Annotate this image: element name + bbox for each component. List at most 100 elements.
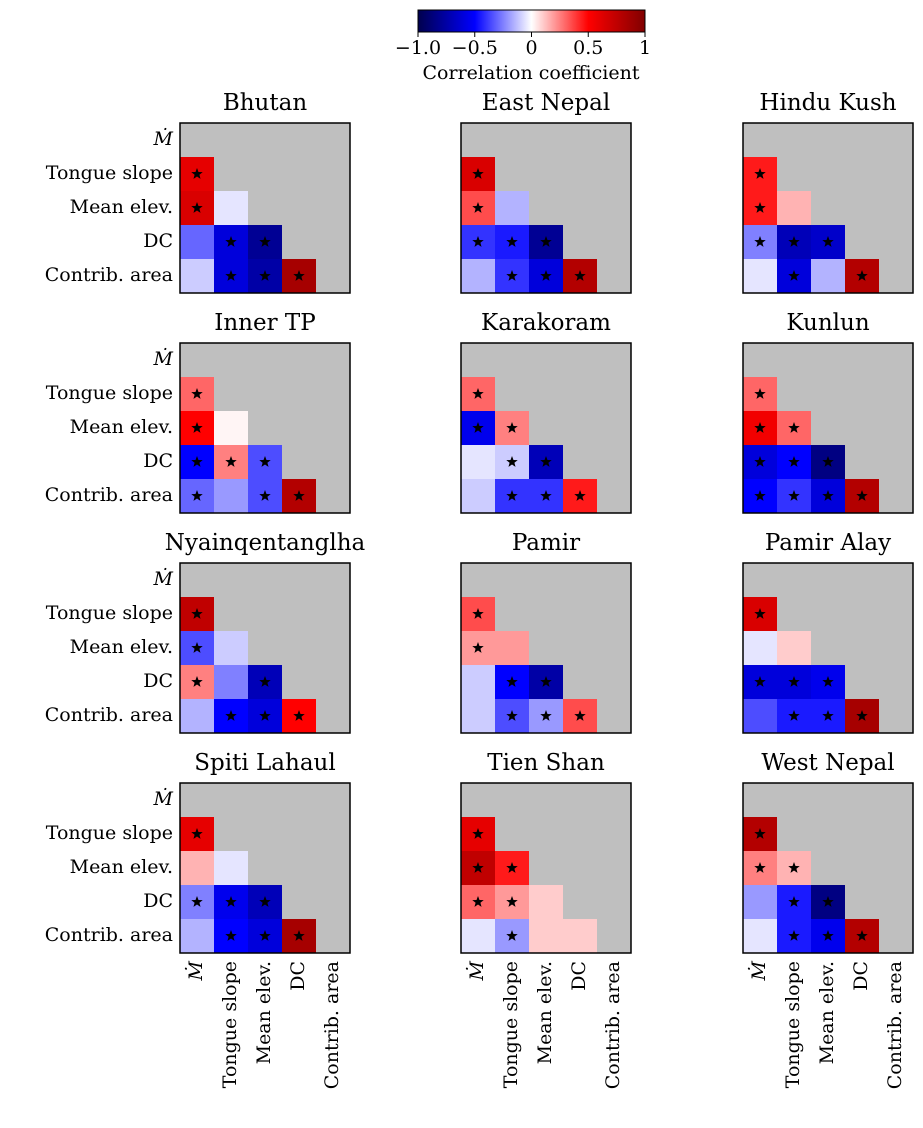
- column-label: Mean elev.: [253, 961, 275, 1064]
- column-label: Contrib. area: [884, 961, 906, 1089]
- significance-star: [191, 388, 203, 399]
- significance-star: [472, 608, 484, 619]
- panel-title: Bhutan: [223, 90, 307, 116]
- significance-star: [754, 202, 766, 213]
- significance-star: [259, 270, 271, 281]
- panel-frame: [742, 342, 914, 514]
- significance-star: [259, 490, 271, 501]
- significance-star: [259, 236, 271, 247]
- significance-star: [506, 490, 518, 501]
- panel-frame: [460, 342, 632, 514]
- significance-star: [788, 422, 800, 433]
- row-label: Tongue slope: [46, 382, 173, 404]
- significance-star: [540, 270, 552, 281]
- significance-star: [293, 490, 305, 501]
- panel-frame: [179, 782, 351, 954]
- significance-star: [225, 896, 237, 907]
- significance-star: [788, 490, 800, 501]
- row-label: DC: [143, 450, 173, 472]
- heatmap-cell: [743, 259, 777, 293]
- heatmap-cell: [461, 699, 495, 733]
- panel-frame: [742, 122, 914, 294]
- significance-star: [822, 676, 834, 687]
- significance-star: [856, 490, 868, 501]
- heatmap-cell: [563, 919, 597, 953]
- row-label: Mean elev.: [70, 856, 173, 878]
- colorbar: [417, 9, 646, 33]
- panel-frame: [742, 562, 914, 734]
- significance-star: [754, 608, 766, 619]
- heatmap-cell: [529, 919, 563, 953]
- panel-frame: [460, 122, 632, 294]
- heatmap-cell: [529, 885, 563, 919]
- panel-frame: [179, 342, 351, 514]
- row-label: Tongue slope: [46, 822, 173, 844]
- column-label: DC: [850, 961, 872, 991]
- panel-title: Inner TP: [214, 310, 315, 336]
- significance-star: [506, 456, 518, 467]
- significance-star: [191, 642, 203, 653]
- significance-star: [472, 422, 484, 433]
- significance-star: [472, 642, 484, 653]
- significance-star: [822, 896, 834, 907]
- colorbar-tick-label: −0.5: [452, 37, 498, 59]
- significance-star: [191, 456, 203, 467]
- significance-star: [191, 422, 203, 433]
- panel-title: Kunlun: [786, 310, 869, 336]
- row-label: DC: [143, 890, 173, 912]
- significance-star: [472, 168, 484, 179]
- column-label: DC: [568, 961, 590, 991]
- significance-star: [225, 930, 237, 941]
- significance-star: [506, 236, 518, 247]
- heatmap-cell: [743, 699, 777, 733]
- significance-star: [788, 676, 800, 687]
- heatmap-cell: [461, 479, 495, 513]
- significance-star: [259, 896, 271, 907]
- significance-star: [788, 270, 800, 281]
- significance-star: [788, 862, 800, 873]
- significance-star: [191, 896, 203, 907]
- significance-star: [754, 422, 766, 433]
- row-label: Mean elev.: [70, 636, 173, 658]
- panel-frame: [460, 782, 632, 954]
- significance-star: [822, 490, 834, 501]
- panel-title: Pamir: [512, 530, 580, 556]
- significance-star: [191, 490, 203, 501]
- significance-star: [259, 676, 271, 687]
- panel-title: West Nepal: [761, 750, 894, 776]
- significance-star: [191, 608, 203, 619]
- significance-star: [293, 930, 305, 941]
- significance-star: [540, 490, 552, 501]
- heatmap-cell: [180, 851, 214, 885]
- significance-star: [788, 456, 800, 467]
- significance-star: [225, 456, 237, 467]
- colorbar-label: Correlation coefficient: [423, 62, 640, 84]
- significance-star: [754, 388, 766, 399]
- panel-frame: [179, 122, 351, 294]
- significance-star: [506, 422, 518, 433]
- panel-frame: [460, 562, 632, 734]
- colorbar-tick-label: 1: [639, 37, 651, 59]
- heatmap-cell: [180, 919, 214, 953]
- significance-star: [506, 710, 518, 721]
- column-label: Tongue slope: [219, 961, 241, 1088]
- significance-star: [259, 930, 271, 941]
- heatmap-cell: [214, 665, 248, 699]
- panel-frame: [179, 562, 351, 734]
- heatmap-cell: [743, 885, 777, 919]
- significance-star: [472, 896, 484, 907]
- significance-star: [191, 828, 203, 839]
- heatmap-cell: [811, 259, 845, 293]
- significance-star: [259, 456, 271, 467]
- significance-star: [506, 862, 518, 873]
- row-label: Mean elev.: [70, 416, 173, 438]
- significance-star: [754, 236, 766, 247]
- panel-title: Pamir Alay: [765, 530, 891, 556]
- panel-title: Tien Shan: [487, 750, 605, 776]
- significance-star: [754, 862, 766, 873]
- row-label: Tongue slope: [46, 162, 173, 184]
- significance-star: [225, 236, 237, 247]
- heatmap-cell: [777, 191, 811, 225]
- significance-star: [822, 710, 834, 721]
